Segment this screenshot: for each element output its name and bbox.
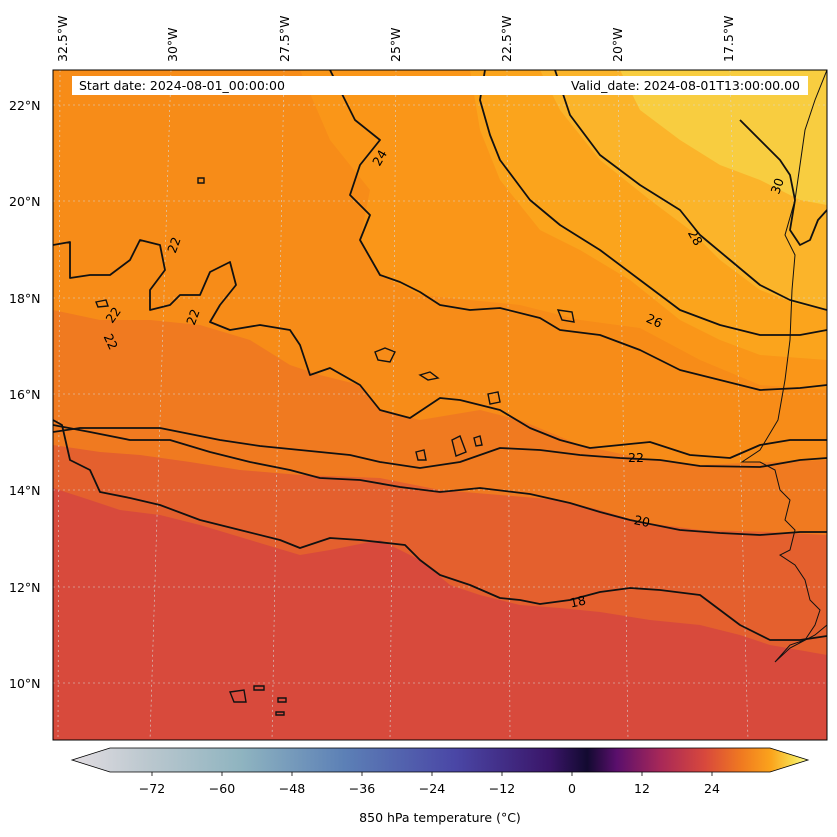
lat-label-18n: 18°N xyxy=(9,291,41,306)
map-frame xyxy=(52,69,828,741)
colorbar-label: 850 hPa temperature (°C) xyxy=(359,810,521,825)
contour-20 xyxy=(53,424,827,536)
latitude-labels: 22°N 20°N 18°N 16°N 14°N 12°N 10°N xyxy=(9,98,41,691)
contour-lines xyxy=(53,70,827,641)
contour-label-30: 30 xyxy=(767,176,787,196)
contour-24 xyxy=(329,70,827,391)
colorbar-ticks xyxy=(151,772,713,776)
valid-date-text: Valid_date: 2024-08-01T13:00:00.00 xyxy=(570,78,800,93)
lon-label-32-5w: 32.5°W xyxy=(55,16,70,62)
lat-label-10n: 10°N xyxy=(9,676,41,691)
colorbar-body xyxy=(70,747,810,773)
contour-label-22-e: 22 xyxy=(164,235,184,255)
gridlines xyxy=(53,70,827,740)
contour-26 xyxy=(479,70,827,336)
contour-label-22-d: 22 xyxy=(183,307,203,327)
lat-label-14n: 14°N xyxy=(9,483,41,498)
contour-label-26: 26 xyxy=(644,311,665,331)
contour-label-22-a: 22 xyxy=(628,450,644,465)
contour-30 xyxy=(739,119,827,246)
cb-tick-0: 0 xyxy=(568,781,576,796)
info-bar xyxy=(72,76,808,95)
start-date-text: Start date: 2024-08-01_00:00:00 xyxy=(79,78,285,93)
temperature-field xyxy=(53,70,827,740)
lat-label-16n: 16°N xyxy=(9,387,41,402)
contour-label-22-b: 22 xyxy=(102,304,123,326)
lon-label-27-5w: 27.5°W xyxy=(277,16,292,62)
cb-tick-m48: −48 xyxy=(279,781,305,796)
contour-label-22-c: 22 xyxy=(101,331,121,352)
coastline xyxy=(740,70,827,663)
lat-label-20n: 20°N xyxy=(9,194,41,209)
contour-label-24: 24 xyxy=(369,147,390,168)
lat-label-12n: 12°N xyxy=(9,580,41,595)
contour-28 xyxy=(554,70,827,311)
cb-tick-m60: −60 xyxy=(209,781,235,796)
lat-label-22n: 22°N xyxy=(9,98,41,113)
colorbar-tick-labels: −72 −60 −48 −36 −24 −12 0 12 24 xyxy=(139,781,720,796)
lon-label-20w: 20°W xyxy=(610,27,625,62)
cb-tick-m36: −36 xyxy=(349,781,375,796)
contour-labels: 30 28 26 24 22 22 22 22 22 20 18 xyxy=(101,147,787,610)
longitude-labels: 32.5°W 30°W 27.5°W 25°W 22.5°W 20°W 17.5… xyxy=(55,16,736,62)
contour-label-18: 18 xyxy=(569,593,588,611)
cb-tick-m72: −72 xyxy=(139,781,165,796)
contour-22-south xyxy=(53,427,827,469)
cb-tick-12: 12 xyxy=(634,781,650,796)
contour-label-20: 20 xyxy=(633,512,652,530)
contour-label-28: 28 xyxy=(685,227,706,248)
lon-label-25w: 25°W xyxy=(388,27,403,62)
cb-tick-m24: −24 xyxy=(419,781,445,796)
islands xyxy=(95,177,575,716)
colorbar: −72 −60 −48 −36 −24 −12 0 12 24 850 hPa … xyxy=(70,747,810,825)
contour-18 xyxy=(53,419,827,641)
contour-22-north xyxy=(53,239,827,459)
cb-tick-m12: −12 xyxy=(489,781,515,796)
cb-tick-24: 24 xyxy=(704,781,720,796)
lon-label-17-5w: 17.5°W xyxy=(721,16,736,62)
lon-label-30w: 30°W xyxy=(165,27,180,62)
lon-label-22-5w: 22.5°W xyxy=(499,16,514,62)
field-band-30 xyxy=(620,70,827,205)
